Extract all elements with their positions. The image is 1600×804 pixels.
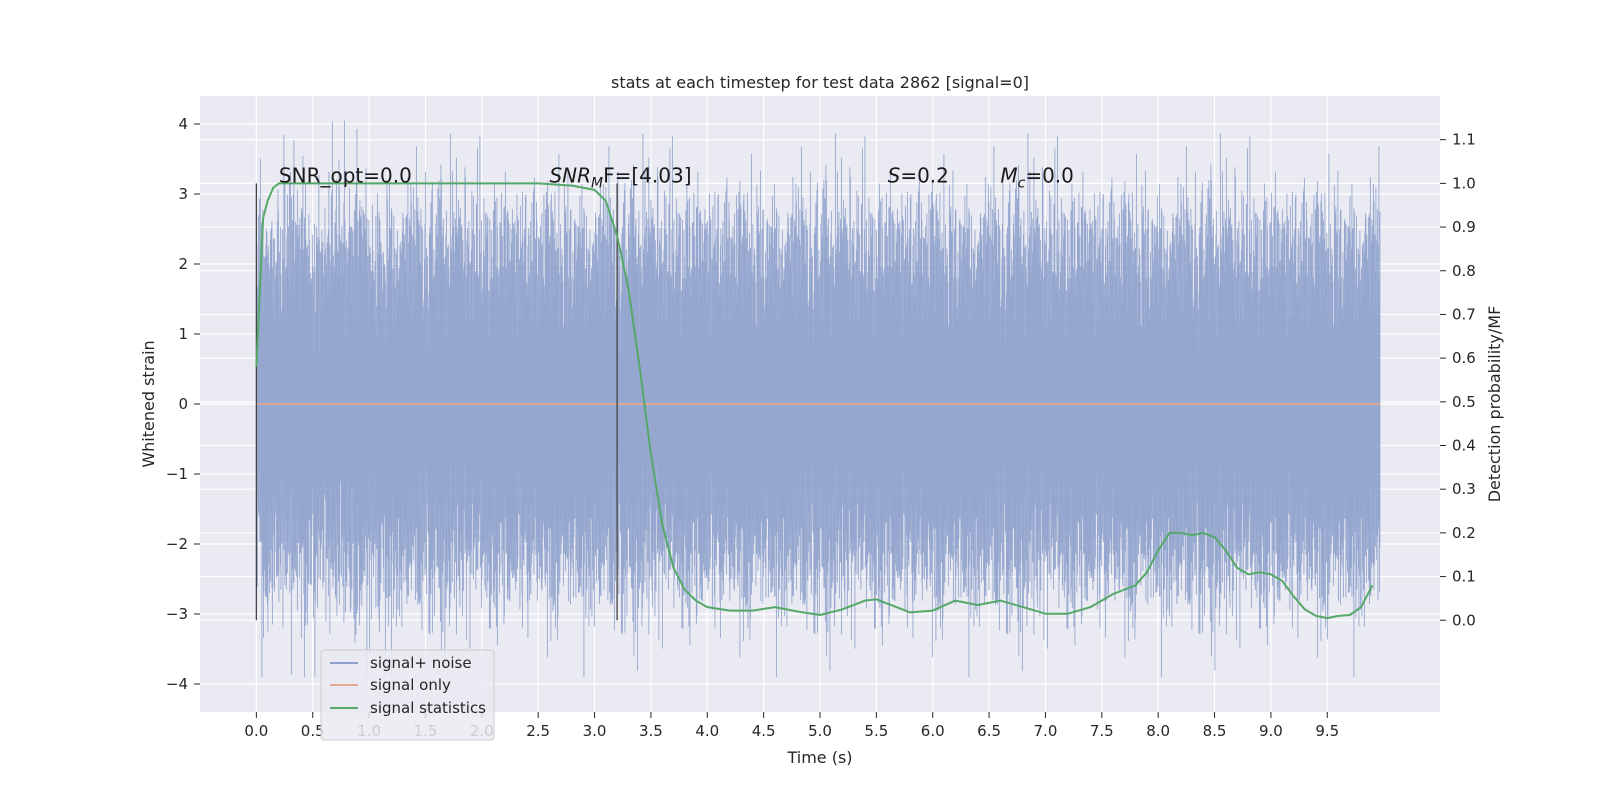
annotation-s-value: =0.2 — [900, 163, 949, 187]
series-lines — [255, 182, 1381, 621]
y-tick-label: −2 — [166, 535, 188, 553]
y2-tick-label: 0.1 — [1452, 568, 1476, 586]
x-tick-label: 0.0 — [244, 722, 268, 740]
y2-tick-label: 0.3 — [1452, 480, 1476, 498]
annotation-mc-value: =0.0 — [1025, 163, 1074, 187]
y-tick-label: −1 — [166, 465, 188, 483]
x-tick-label: 9.5 — [1315, 722, 1339, 740]
annotation-s: S=0.2 — [888, 163, 949, 187]
x-tick-label: 4.0 — [695, 722, 719, 740]
y-axis-label: Whitened strain — [139, 340, 158, 467]
y-tick-label: −4 — [166, 675, 188, 693]
x-tick-label: 2.5 — [526, 722, 550, 740]
x-tick-label: 8.5 — [1203, 722, 1227, 740]
x-tick-label: 6.0 — [921, 722, 945, 740]
y2-tick-label: 0.5 — [1452, 393, 1476, 411]
x-tick-label: 6.5 — [977, 722, 1001, 740]
annotation-mc-subscript: c — [1018, 175, 1026, 191]
chart-title: stats at each timestep for test data 286… — [611, 73, 1029, 92]
annotations: SNR_opt=0.0 SNRMF=[4.03] S=0.2 Mc=0.0 — [279, 163, 1074, 191]
annotation-snr-mf-subscript: M — [591, 175, 603, 191]
annotation-s-symbol: S — [888, 163, 901, 187]
signal-statistics-line — [255, 182, 1374, 620]
x-tick-label: 4.5 — [752, 722, 776, 740]
y2-tick-label: 1.1 — [1452, 131, 1476, 149]
annotation-snr-mf: SNRMF=[4.03] — [549, 163, 691, 191]
y2-tick-label: 0.0 — [1452, 611, 1476, 629]
y-tick-label: 3 — [178, 185, 188, 203]
x-axis-label: Time (s) — [786, 748, 852, 767]
y2-tick-label: 0.6 — [1452, 349, 1476, 367]
x-tick-label: 8.0 — [1146, 722, 1170, 740]
x-tick-label: 3.0 — [583, 722, 607, 740]
x-tick-label: 3.5 — [639, 722, 663, 740]
y2-tick-label: 0.4 — [1452, 437, 1476, 455]
y-tick-label: 1 — [178, 325, 188, 343]
x-tick-label: 7.0 — [1034, 722, 1058, 740]
y2-tick-label: 0.8 — [1452, 262, 1476, 280]
legend: signal+ noise signal only signal statist… — [320, 649, 495, 741]
annotation-mc: Mc=0.0 — [1000, 163, 1074, 191]
annotation-mc-symbol: M — [1000, 163, 1017, 187]
legend-box — [320, 649, 495, 741]
x-tick-label: 7.5 — [1090, 722, 1114, 740]
y2-tick-label: 0.7 — [1452, 305, 1476, 323]
y2-tick-label: 1.0 — [1452, 174, 1476, 192]
y-tick-label: −3 — [166, 605, 188, 623]
y-tick-label: 0 — [178, 395, 188, 413]
annotation-snr-mf-symbol: SNR — [549, 163, 591, 187]
annotation-snr-mf-value: F=[4.03] — [603, 163, 691, 187]
y-tick-label: 2 — [178, 255, 188, 273]
legend-label-signal-statistics: signal statistics — [370, 699, 486, 717]
y2-axis-label: Detection probability/MF — [1485, 306, 1504, 503]
annotation-snr-opt: SNR_opt=0.0 — [279, 163, 412, 187]
x-tick-label: 5.0 — [808, 722, 832, 740]
legend-label-signal-only: signal only — [370, 676, 451, 694]
y-tick-label: 4 — [178, 115, 188, 133]
x-tick-label: 5.5 — [864, 722, 888, 740]
x-tick-label: 9.0 — [1259, 722, 1283, 740]
y2-tick-label: 0.9 — [1452, 218, 1476, 236]
x-tick-label: 0.5 — [301, 722, 325, 740]
legend-label-signal-noise: signal+ noise — [370, 654, 472, 672]
y2-tick-label: 0.2 — [1452, 524, 1476, 542]
